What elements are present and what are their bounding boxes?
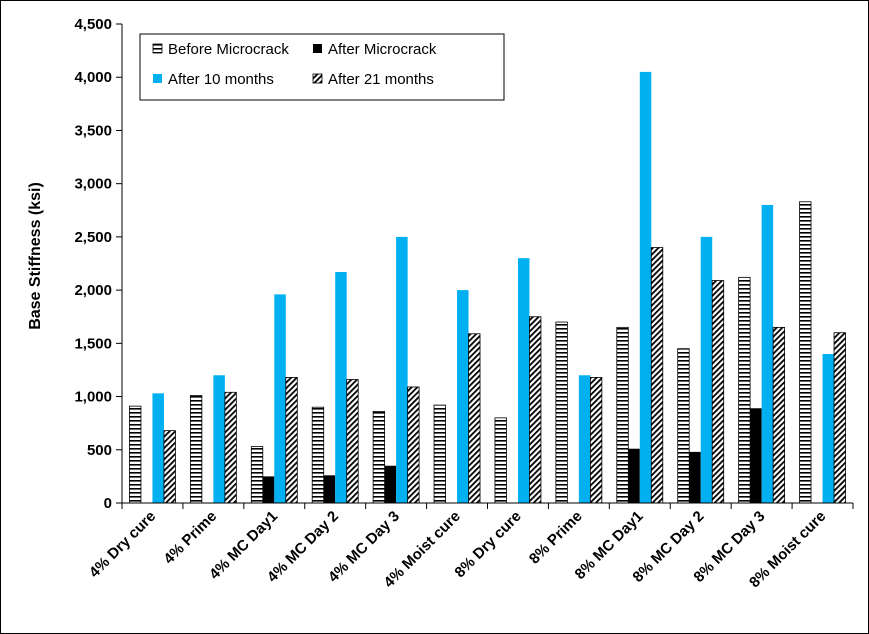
bar-after-10-months xyxy=(639,71,652,504)
y-tick-label: 4,500 xyxy=(74,16,112,33)
bar-after-21-months xyxy=(711,280,725,504)
bar-after-21-months xyxy=(833,332,846,504)
legend-label: After 21 months xyxy=(328,71,434,88)
bar-after-microcrack xyxy=(689,451,701,503)
y-tick-label: 2,500 xyxy=(74,229,112,246)
bar-before-microcrack xyxy=(433,404,446,504)
bar-after-10-months xyxy=(578,375,591,503)
bar-after-21-months xyxy=(407,386,420,504)
bar-after-10-months xyxy=(152,393,164,503)
bar-after-21-months xyxy=(285,376,298,504)
y-axis-ticks: 0 500 1,000 1,500 2,000 2,500 3,000 3,500 4,000 4… xyxy=(74,16,122,512)
bar-after-microcrack xyxy=(384,465,397,503)
bar-before-microcrack xyxy=(189,395,203,504)
bar-after-10-months xyxy=(517,258,530,503)
legend-swatch xyxy=(153,74,162,83)
bar-after-10-months xyxy=(457,290,469,503)
bar-after-21-months xyxy=(650,247,664,504)
bar-before-microcrack xyxy=(677,348,690,504)
bar-after-21-months xyxy=(346,379,359,504)
bar-after-10-months xyxy=(335,272,347,503)
y-tick-label: 4,000 xyxy=(74,69,112,86)
legend-label: After Microcrack xyxy=(328,41,437,58)
bar-after-21-months xyxy=(163,430,176,504)
bar-before-microcrack xyxy=(311,406,325,504)
bar-before-microcrack xyxy=(555,321,568,504)
bar-before-microcrack xyxy=(799,201,812,504)
legend-swatch xyxy=(313,44,322,53)
bar-after-21-months xyxy=(589,376,603,504)
bar-after-21-months xyxy=(529,316,542,504)
legend-swatch xyxy=(312,73,323,84)
bar-after-10-months xyxy=(396,236,408,503)
bar-before-microcrack xyxy=(616,326,629,504)
bar-after-21-months xyxy=(772,326,786,504)
bar-before-microcrack xyxy=(372,411,386,504)
bar-after-10-months xyxy=(213,375,225,503)
bar-after-10-months xyxy=(700,236,713,503)
bar-before-microcrack xyxy=(494,417,507,504)
bars xyxy=(129,71,846,504)
bar-before-microcrack xyxy=(738,276,751,504)
y-axis-title: Base Stiffness (ksi) xyxy=(27,182,44,330)
legend-label: After 10 months xyxy=(168,71,274,88)
bar-after-microcrack xyxy=(628,448,640,503)
y-tick-label: 3,000 xyxy=(74,176,112,193)
y-tick-label: 3,500 xyxy=(74,122,112,139)
y-tick-label: 1,500 xyxy=(74,335,112,352)
y-tick-label: 1,000 xyxy=(74,389,112,406)
bar-after-microcrack xyxy=(323,475,336,503)
bar-after-21-months xyxy=(224,391,237,504)
bar-after-10-months xyxy=(761,204,774,503)
bar-after-microcrack xyxy=(262,476,275,503)
y-tick-label: 2,000 xyxy=(74,282,112,299)
bar-after-10-months xyxy=(274,294,286,503)
bar-after-21-months xyxy=(468,333,481,504)
bar-after-microcrack xyxy=(750,408,762,503)
legend-swatch xyxy=(152,43,163,54)
y-axis-title-group: Base Stiffness (ksi) xyxy=(27,182,44,330)
bar-after-10-months xyxy=(822,353,835,503)
legend-label: Before Microcrack xyxy=(168,41,289,58)
y-tick-label: 0 xyxy=(104,495,112,512)
axes xyxy=(121,24,853,504)
bar-before-microcrack xyxy=(129,405,142,504)
bar-before-microcrack xyxy=(250,446,264,504)
legend: Before Microcrack After Microcrack After 1… xyxy=(139,33,505,101)
y-tick-label: 500 xyxy=(87,442,112,459)
